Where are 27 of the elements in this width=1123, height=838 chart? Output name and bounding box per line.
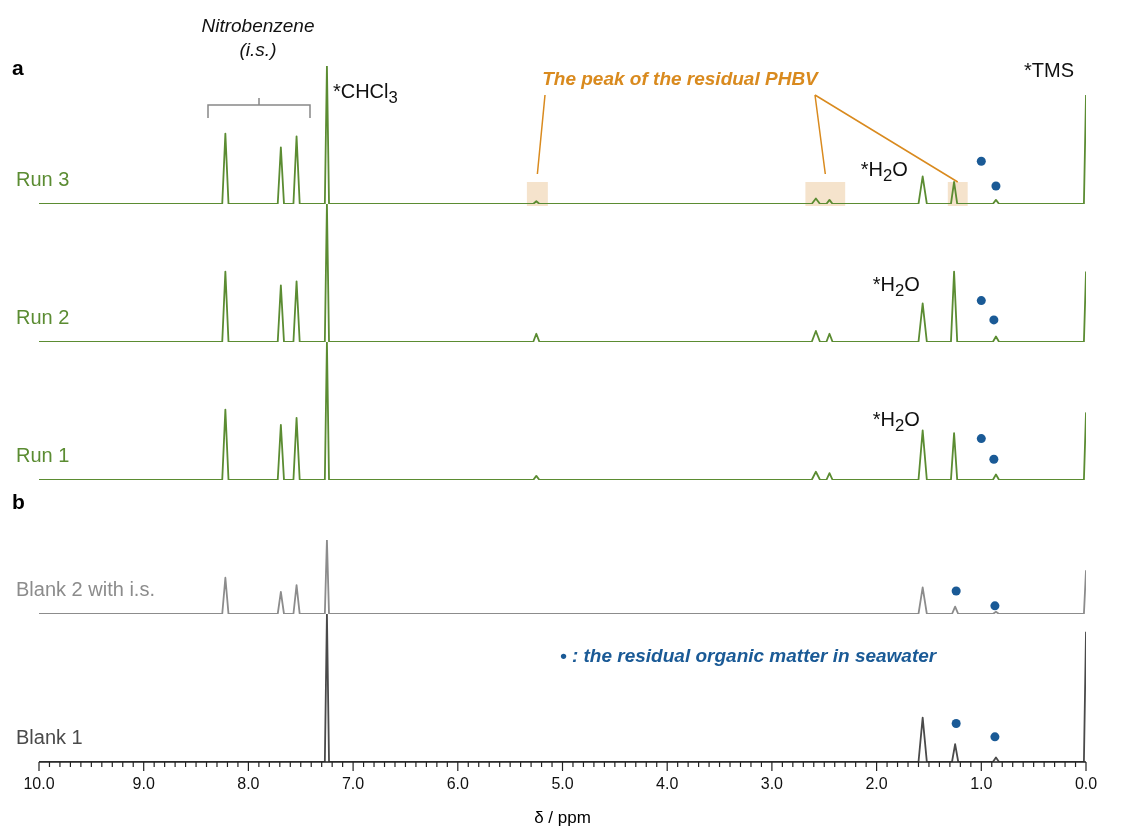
x-tick-label: 2.0 bbox=[865, 775, 888, 792]
series-label: Run 1 bbox=[16, 444, 70, 467]
x-tick-label: 9.0 bbox=[132, 775, 155, 792]
text: Nitrobenzene (i.s.) bbox=[201, 14, 315, 62]
text: a bbox=[12, 56, 24, 80]
series-label: Blank 2 with i.s. bbox=[16, 578, 155, 601]
annotation: • : the residual organic matter in seawater bbox=[560, 645, 937, 667]
text: b bbox=[12, 490, 25, 514]
x-tick-label: 10.0 bbox=[23, 775, 55, 792]
annotation: *TMS bbox=[1024, 58, 1074, 82]
annotation: *H$_{2}$O bbox=[872, 273, 920, 302]
series-label: Run 2 bbox=[16, 306, 70, 329]
series-label: Blank 1 bbox=[16, 726, 83, 749]
x-tick-label: 7.0 bbox=[341, 775, 365, 792]
x-tick-label: 1.0 bbox=[970, 775, 993, 792]
annotation: *H$_{2}$O bbox=[860, 158, 908, 187]
series-label: Run 3 bbox=[16, 168, 70, 191]
annotation: The peak of the residual PHBV bbox=[542, 68, 818, 90]
x-axis-title: δ / ppm bbox=[534, 808, 591, 828]
x-tick-label: 3.0 bbox=[760, 775, 784, 792]
x-tick-label: 6.0 bbox=[446, 775, 470, 792]
x-tick-label: 5.0 bbox=[551, 775, 574, 792]
x-tick-label: 4.0 bbox=[656, 775, 679, 792]
x-tick-label: 8.0 bbox=[237, 775, 260, 792]
x-tick-label: 0.0 bbox=[1074, 775, 1098, 792]
annotation: *H$_{2}$O bbox=[872, 408, 920, 437]
annotation: *CHCl$_{3}$ bbox=[332, 80, 398, 108]
